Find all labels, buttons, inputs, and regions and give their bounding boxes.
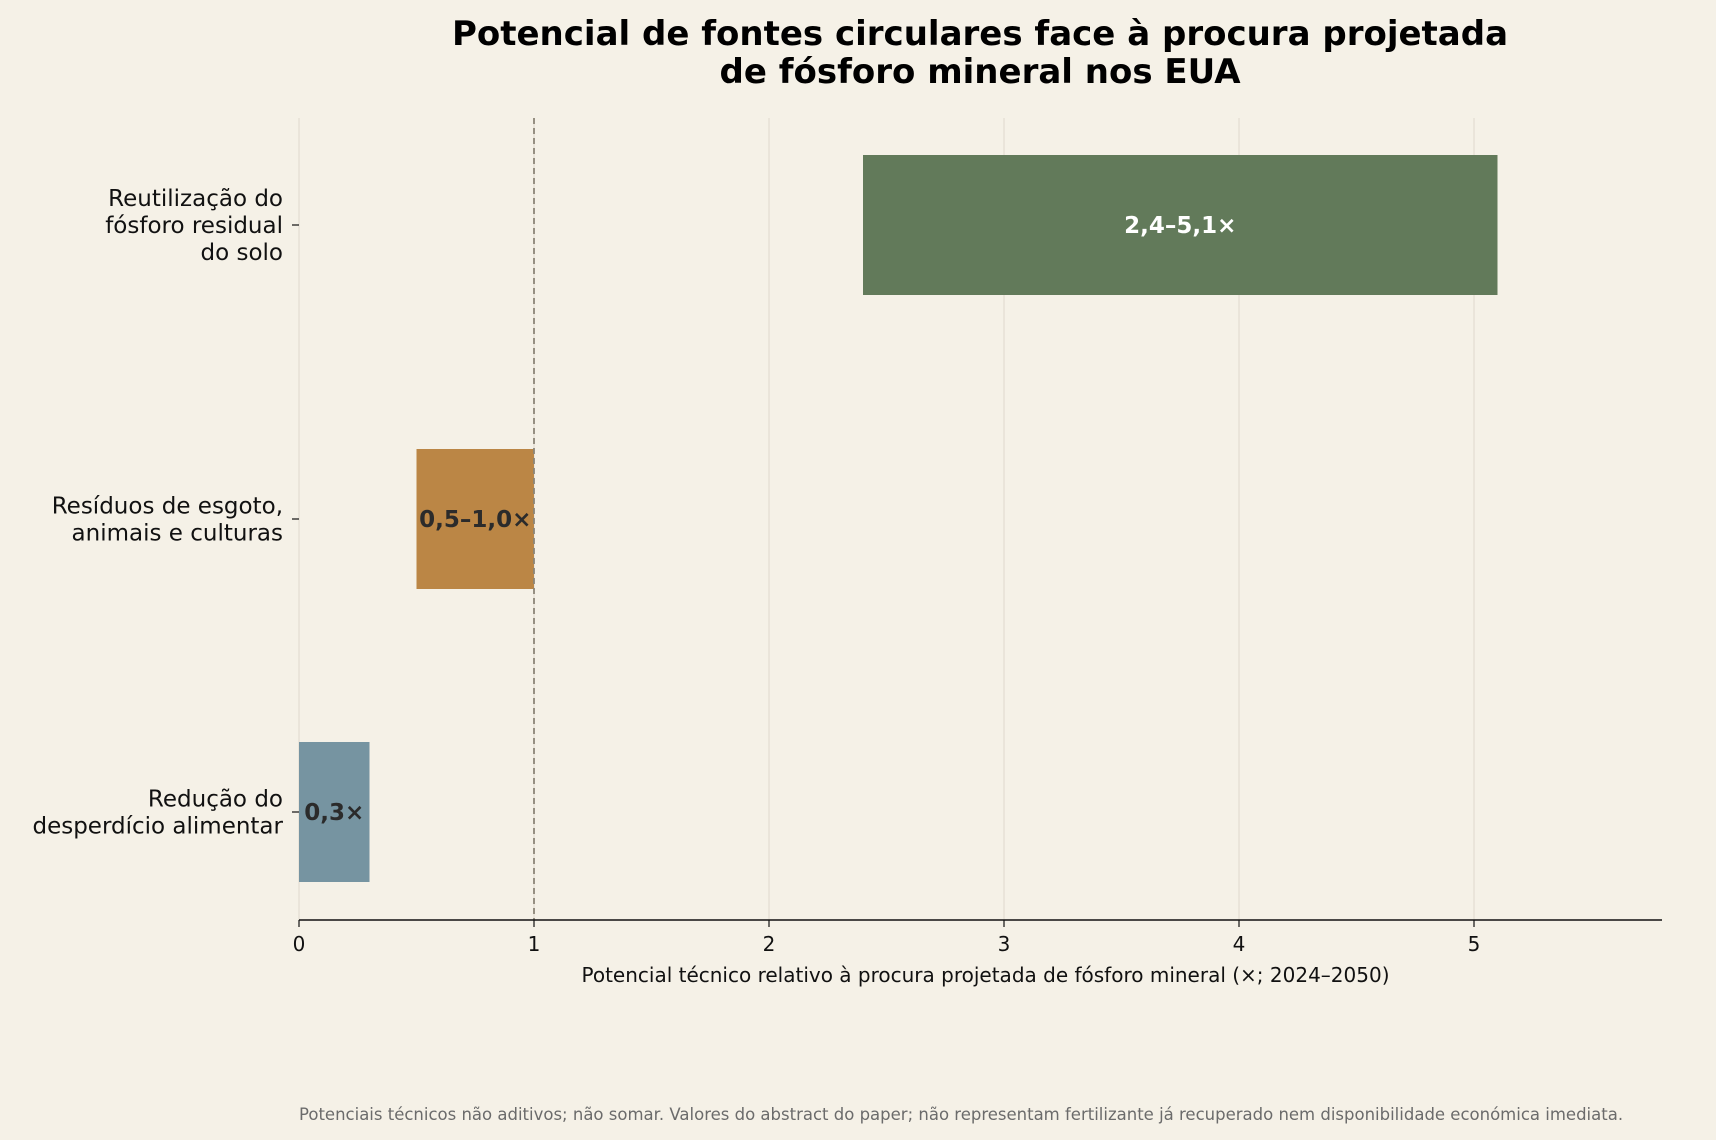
x-tick-label-0: 0 xyxy=(293,932,306,956)
bar-1 xyxy=(416,449,534,589)
category-label-line: Resíduos de esgoto, xyxy=(52,494,283,520)
footnote: Potenciais técnicos não aditivos; não so… xyxy=(299,1105,1623,1124)
x-tick-label-3: 3 xyxy=(998,932,1011,956)
bar-0 xyxy=(863,155,1498,295)
category-label-line: Reutilização do xyxy=(108,186,283,212)
x-tick-label-2: 2 xyxy=(763,932,776,956)
bar-2 xyxy=(299,742,370,882)
labels: 2,4–5,1× 0,5–1,0× 0,3× Reutilização do fósfo… xyxy=(32,14,1623,1124)
x-axis-label: Potencial técnico relativo à procura pro… xyxy=(581,963,1389,987)
category-label-line: Redução do xyxy=(148,787,283,813)
x-tick-label-4: 4 xyxy=(1233,932,1246,956)
x-tick-label-5: 5 xyxy=(1468,932,1481,956)
category-label-line: do solo xyxy=(201,240,284,266)
category-label-2: Redução do desperdício alimentar xyxy=(32,787,283,840)
category-label-1: Resíduos de esgoto, animais e culturas xyxy=(52,494,283,547)
category-label-line: desperdício alimentar xyxy=(32,814,283,840)
chart-title: Potencial de fontes circulares face à pr… xyxy=(452,14,1508,92)
axes: 0 1 2 3 4 5 xyxy=(292,224,1662,956)
category-label-line: fósforo residual xyxy=(105,213,283,239)
bar-value-label-2: 0,3× xyxy=(304,800,364,826)
bar-value-label-0: 2,4–5,1× xyxy=(1124,213,1236,239)
x-tick-label-1: 1 xyxy=(528,932,541,956)
bars xyxy=(299,155,1498,882)
chart-title-line: Potencial de fontes circulares face à pr… xyxy=(452,14,1508,54)
category-label-line: animais e culturas xyxy=(72,521,283,547)
chart-title-line: de fósforo mineral nos EUA xyxy=(719,52,1241,92)
category-label-0: Reutilização do fósforo residual do solo xyxy=(105,186,283,266)
bar-value-label-1: 0,5–1,0× xyxy=(419,507,531,533)
